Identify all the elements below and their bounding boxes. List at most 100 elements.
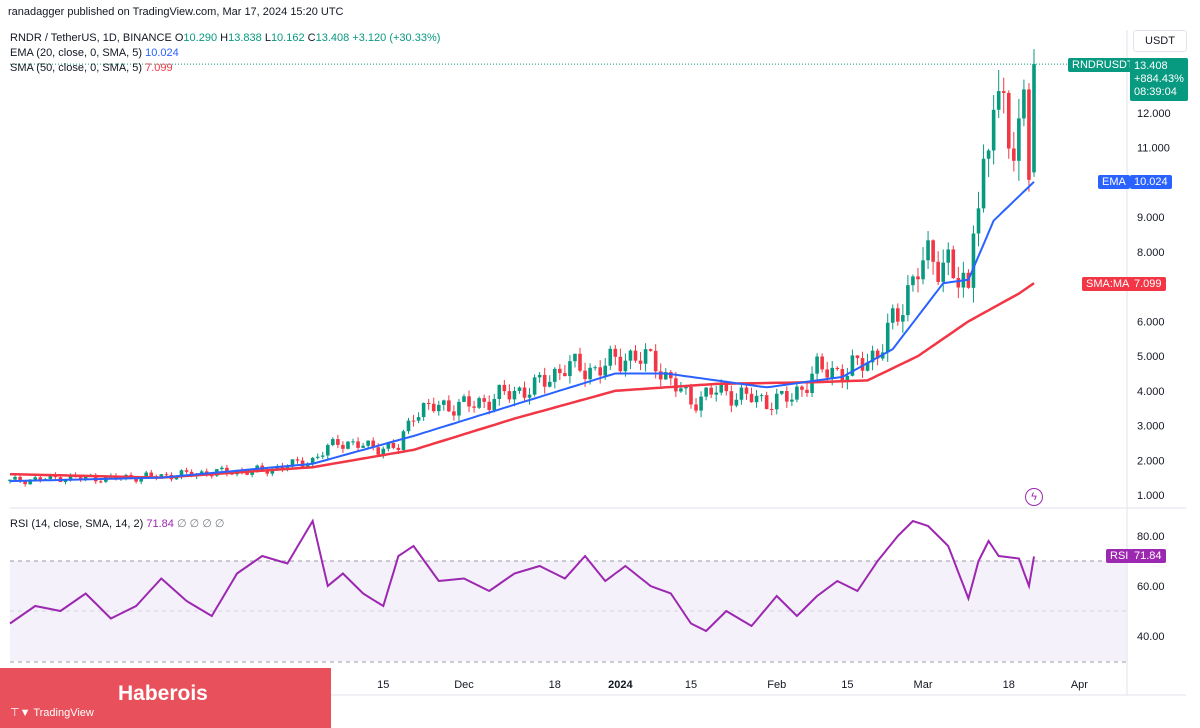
candle-body (956, 278, 961, 288)
candle-body (48, 474, 53, 480)
candle-body (18, 476, 22, 482)
published-line: ranadagger published on TradingView.com,… (8, 6, 344, 18)
currency-selector[interactable]: USDT (1133, 30, 1187, 52)
candle-body (679, 388, 683, 392)
candle-body (442, 400, 446, 405)
candle-body (593, 367, 597, 369)
brand-banner: Haberois ⊤▼ TradingView (0, 668, 331, 728)
candle-body (835, 367, 840, 370)
time-axis-label: 15 (685, 679, 697, 691)
price-percent: +884.43% (1134, 73, 1184, 85)
candle-body (633, 350, 638, 361)
high-value: 13.838 (228, 32, 262, 44)
candle-body (603, 365, 608, 376)
candle-body (870, 350, 875, 363)
candle-body (669, 372, 673, 379)
rsi-axis-value: 71.84 (1130, 549, 1166, 563)
candle-body (704, 387, 708, 397)
candle-body (492, 399, 497, 411)
price-tick-label: 6.000 (1137, 316, 1165, 328)
candle-body (447, 400, 451, 412)
candle-body (855, 355, 860, 359)
candle-body (558, 368, 562, 374)
candle-body (179, 470, 184, 477)
candle-body (497, 384, 502, 400)
candle-body (734, 399, 739, 406)
candle-body (426, 403, 431, 405)
rsi-legend-extra: ∅ ∅ ∅ ∅ (176, 518, 225, 530)
sma-axis-value: 7.099 (1130, 277, 1166, 291)
candle-body (936, 261, 940, 282)
open-label: O (174, 32, 184, 44)
candle-body (230, 473, 234, 475)
candle-body (800, 386, 804, 390)
rsi-tick-label: 60.00 (1137, 581, 1165, 593)
candle-body (552, 368, 557, 382)
candle-body (361, 445, 365, 448)
rsi-legend-value: 71.84 (146, 518, 174, 530)
candle-body (805, 389, 809, 394)
time-axis-label: Feb (767, 679, 786, 691)
ema-legend[interactable]: EMA (20, close, 0, SMA, 5) 10.024 (10, 47, 179, 59)
candle-body (709, 387, 713, 395)
symbol-label[interactable]: RNDR / TetherUS, 1D, BINANCE (10, 32, 172, 44)
candle-body (916, 276, 920, 280)
candle-body (356, 441, 360, 448)
candle-body (472, 406, 476, 408)
rsi-legend[interactable]: RSI (14, close, SMA, 14, 2) 71.84 ∅ ∅ ∅ … (10, 517, 224, 530)
sma-legend[interactable]: SMA (50, close, 0, SMA, 5) 7.099 (10, 62, 173, 74)
candle-body (477, 398, 481, 408)
candle-body (744, 387, 749, 394)
lightning-icon[interactable]: ϟ (1025, 488, 1043, 506)
candle-body (875, 350, 880, 359)
candle-body (159, 474, 164, 478)
candle-body (83, 475, 88, 480)
candle-body (860, 358, 865, 371)
candle-body (820, 356, 824, 370)
time-axis-label: Mar (914, 679, 933, 691)
candle-body (542, 374, 547, 387)
candle-body (1006, 92, 1011, 149)
candle-body (386, 442, 391, 449)
candle-body (1027, 89, 1031, 180)
candle-body (694, 404, 698, 411)
tradingview-logo[interactable]: ⊤▼ TradingView (10, 706, 94, 719)
candle-body (68, 474, 73, 480)
candle-body (921, 260, 925, 280)
candle-body (779, 391, 784, 394)
rsi-line (9, 518, 1035, 633)
candle-body (769, 408, 774, 410)
candle-body (749, 393, 754, 403)
change-value: +3.120 (+30.33%) (352, 32, 441, 44)
candle-body (452, 411, 456, 416)
symbol-price-tag: RNDRUSDT (1068, 58, 1138, 72)
candle-body (573, 353, 577, 362)
candle-body (724, 383, 729, 392)
ema-axis-value: 10.024 (1130, 175, 1172, 189)
candle-body (174, 476, 179, 480)
ema-legend-value: 10.024 (145, 47, 179, 59)
open-value: 10.290 (183, 32, 218, 44)
candle-body (134, 478, 138, 482)
candle-body (507, 391, 512, 400)
candle-body (13, 476, 17, 480)
time-axis-label: 2024 (608, 679, 633, 691)
candle-body (33, 477, 38, 480)
candle-body (643, 349, 648, 364)
time-axis-label: Dec (454, 679, 474, 691)
candle-body (991, 109, 996, 151)
candle-body (628, 350, 633, 361)
candle-body (98, 481, 103, 483)
candle-body (865, 362, 870, 371)
candle-body (588, 367, 592, 380)
candle-body (790, 399, 794, 402)
candle-body (759, 395, 764, 397)
candle-body (290, 459, 295, 467)
candle-body (951, 249, 956, 279)
candle-body (280, 465, 285, 470)
candle-body (482, 398, 486, 402)
candle-body (714, 392, 719, 395)
sma-axis-label: SMA:MA (1082, 277, 1134, 291)
candle-body (996, 91, 1001, 110)
